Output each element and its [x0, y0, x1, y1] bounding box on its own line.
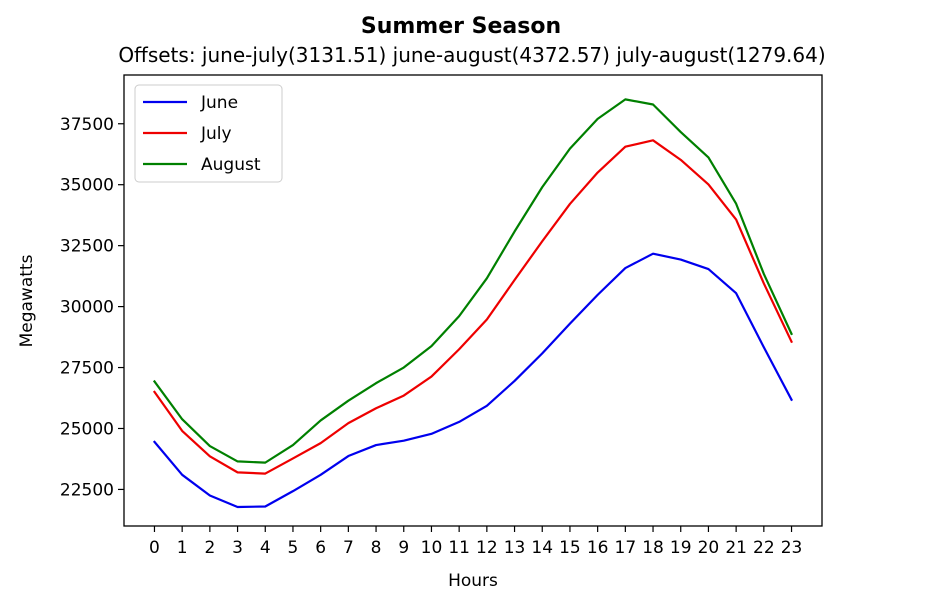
- x-tick-label: 2: [204, 538, 215, 558]
- x-tick-label: 11: [448, 538, 470, 558]
- x-tick-label: 23: [781, 538, 803, 558]
- x-tick-label: 6: [315, 538, 326, 558]
- series-line-august: [152, 98, 793, 464]
- x-tick-label: 16: [587, 538, 609, 558]
- y-tick-label: 27500: [60, 359, 114, 379]
- legend: June July August: [134, 84, 283, 183]
- y-tick-label: 30000: [60, 298, 114, 318]
- legend-box: [134, 84, 283, 183]
- x-tick-label: 9: [398, 538, 409, 558]
- y-axis-label: Megawatts: [17, 254, 37, 347]
- chart-subtitle: Offsets: june-july(3131.51) june-august(…: [118, 43, 825, 67]
- x-tick-label: 1: [177, 538, 188, 558]
- x-tick-label: 0: [149, 538, 160, 558]
- x-tick-label: 12: [476, 538, 498, 558]
- plot-frame: [123, 74, 823, 527]
- y-tick-label: 37500: [60, 115, 114, 135]
- series-line-june: [152, 252, 794, 509]
- x-tick-label: 15: [559, 538, 581, 558]
- x-tick-label: 4: [260, 538, 271, 558]
- legend-label-august: August: [201, 155, 261, 175]
- x-tick-label: 13: [504, 538, 526, 558]
- x-tick-label: 3: [232, 538, 243, 558]
- plot-area: 0 1 2 3 4 5 6 7 8 9 10 11 12 13 14 15 16 17 18 19 20 21 22 2322…: [60, 74, 823, 558]
- legend-label-july: July: [200, 124, 232, 144]
- x-tick-label: 19: [670, 538, 692, 558]
- x-tick-label: 20: [698, 538, 720, 558]
- y-tick-label: 22500: [60, 480, 114, 500]
- x-tick-label: 17: [615, 538, 637, 558]
- y-tick-label: 25000: [60, 419, 114, 439]
- x-tick-label: 8: [371, 538, 382, 558]
- y-tick-label: 35000: [60, 176, 114, 196]
- y-tick-label: 32500: [60, 237, 114, 257]
- x-tick-label: 5: [288, 538, 299, 558]
- x-tick-label: 18: [642, 538, 664, 558]
- chart-title: Summer Season: [361, 14, 561, 39]
- x-tick-label: 10: [421, 538, 443, 558]
- x-tick-label: 22: [753, 538, 775, 558]
- x-tick-label: 14: [531, 538, 553, 558]
- x-tick-label: 7: [343, 538, 354, 558]
- series-line-july: [152, 139, 793, 475]
- legend-label-june: June: [200, 93, 238, 113]
- x-tick-label: 21: [725, 538, 747, 558]
- x-axis-label: Hours: [448, 571, 498, 591]
